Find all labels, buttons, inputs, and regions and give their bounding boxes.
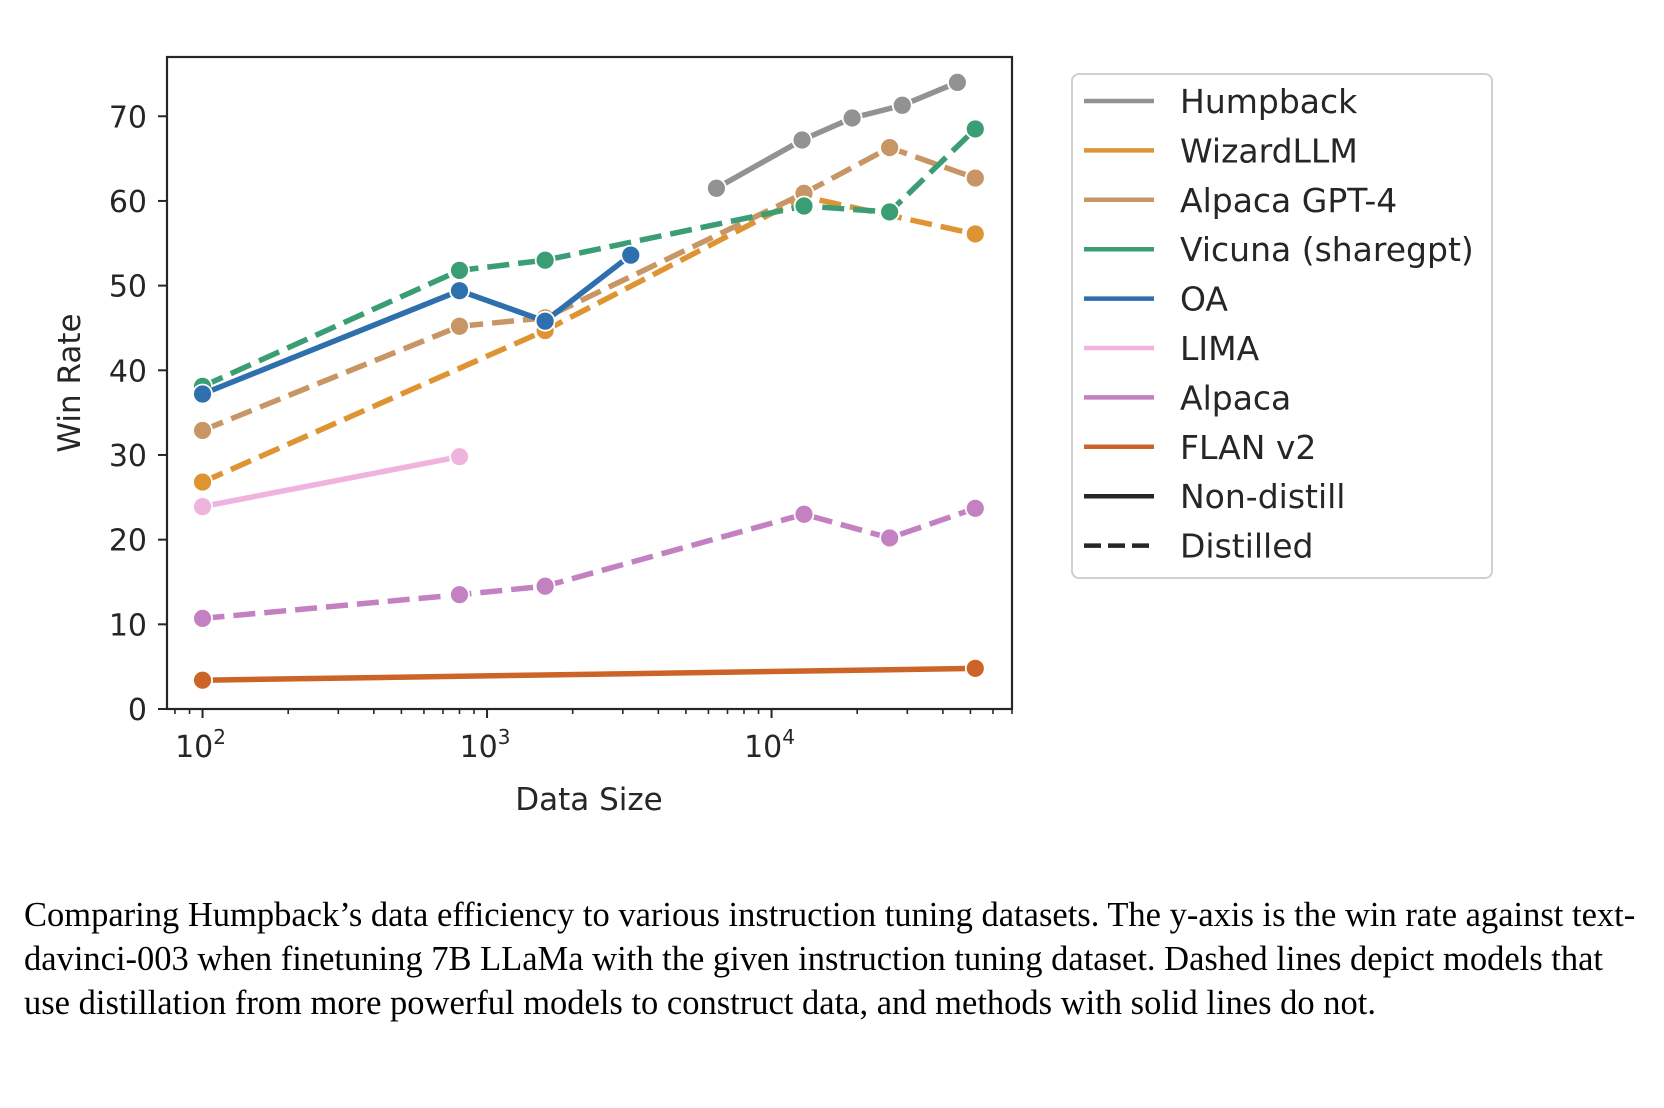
figure-caption: Comparing Humpback’s data efficiency to …: [24, 896, 1636, 1022]
data-point-humpback: [891, 94, 913, 116]
data-point-alpaca: [793, 503, 815, 525]
data-point-oa: [449, 280, 470, 302]
legend-label-wizardllm: WizardLLM: [1180, 131, 1358, 170]
ticks-layer: 0 10 20 30 40 50 60 70 102 103 104: [109, 100, 1013, 765]
legend-label-non-distill: Non-distill: [1180, 477, 1345, 516]
data-point-alpaca: [449, 584, 470, 606]
series-line-lima: [201, 454, 461, 510]
series-lima: [192, 446, 470, 518]
data-point-vicuna-sharegpt: [793, 195, 815, 217]
y-axis-label: Win Rate: [52, 313, 88, 452]
data-point-vicuna-sharegpt: [534, 249, 556, 271]
plot-frame: [165, 55, 1014, 711]
series-vicuna-sharegpt: [192, 118, 986, 397]
y-tick-label: 10: [109, 608, 147, 643]
x-tick-label: 103: [460, 725, 511, 765]
series-line-flan-v2: [202, 665, 976, 683]
data-point-oa: [620, 244, 642, 266]
data-point-wizardllm: [964, 223, 986, 245]
data-point-humpback: [791, 129, 813, 151]
data-point-flan-v2: [964, 657, 986, 679]
data-point-alpaca-gpt-4: [192, 420, 213, 441]
legend: Humpback WizardLLM Alpaca GPT-4 Vicuna (sha…: [1071, 73, 1493, 579]
legend-label-flan-v2: FLAN v2: [1180, 428, 1316, 467]
data-point-vicuna-sharegpt: [449, 259, 470, 281]
y-tick-label: 0: [128, 693, 147, 728]
x-tick-label: 102: [175, 725, 226, 765]
data-point-humpback: [706, 177, 727, 199]
data-point-vicuna-sharegpt: [879, 201, 901, 223]
y-tick-label: 30: [109, 439, 147, 474]
legend-label-alpaca: Alpaca: [1180, 378, 1291, 417]
y-tick-label: 40: [109, 354, 147, 389]
data-point-humpback: [947, 72, 968, 93]
data-point-alpaca: [964, 497, 986, 519]
series-line-oa: [201, 252, 633, 397]
series-line-alpaca: [202, 505, 977, 622]
legend-label-vicuna-sharegpt: Vicuna (sharegpt): [1180, 230, 1474, 269]
y-tick-label: 60: [109, 185, 147, 220]
x-tick-label: 104: [744, 725, 795, 765]
data-point-lima: [192, 496, 213, 518]
x-axis-label: Data Size: [515, 782, 663, 818]
series-oa: [192, 244, 642, 405]
data-point-wizardllm: [192, 471, 213, 493]
win-rate-chart: 0 10 20 30 40 50 60 70 102 103 104 Data Size Win R…: [52, 55, 1493, 818]
data-point-lima: [449, 446, 470, 468]
legend-label-alpaca-gpt-4: Alpaca GPT-4: [1180, 181, 1397, 220]
series-line-vicuna-sharegpt: [201, 127, 978, 389]
data-point-alpaca: [534, 575, 556, 597]
series-alpaca: [192, 497, 986, 629]
legend-label-humpback: Humpback: [1180, 82, 1358, 121]
legend-label-lima: LIMA: [1180, 329, 1260, 368]
legend-frame: [1071, 73, 1493, 579]
data-point-alpaca-gpt-4: [879, 137, 901, 159]
y-tick-label: 20: [109, 524, 147, 559]
data-point-oa: [192, 383, 213, 405]
series-humpback: [706, 72, 968, 199]
data-point-alpaca-gpt-4: [964, 167, 986, 189]
data-point-alpaca-gpt-4: [449, 315, 470, 337]
data-point-alpaca: [192, 607, 213, 629]
data-point-flan-v2: [192, 669, 213, 691]
plot-area: [167, 57, 1012, 709]
y-tick-label: 50: [109, 270, 147, 305]
data-point-vicuna-sharegpt: [964, 118, 986, 140]
series-line-alpaca-gpt-4: [201, 144, 977, 433]
series-layer: [192, 72, 986, 691]
y-tick-label: 70: [109, 100, 147, 135]
legend-label-distilled: Distilled: [1180, 527, 1313, 566]
series-flan-v2: [192, 657, 986, 691]
legend-label-oa: OA: [1180, 280, 1228, 319]
data-point-alpaca: [879, 527, 901, 549]
data-point-oa: [534, 310, 556, 332]
data-point-humpback: [841, 107, 863, 129]
